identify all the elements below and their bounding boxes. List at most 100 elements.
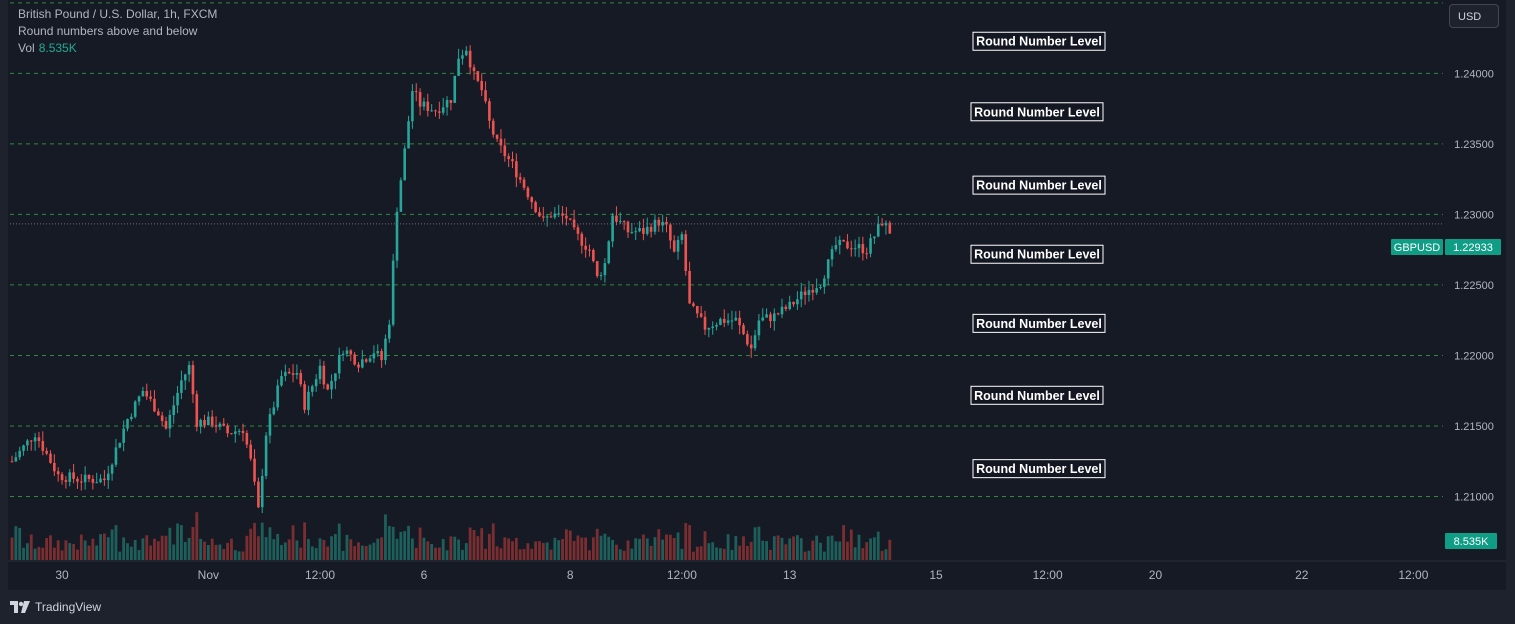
- candle-body: [607, 241, 611, 264]
- candle-body: [388, 324, 391, 339]
- volume-bar: [203, 541, 206, 560]
- volume-bar: [603, 533, 607, 560]
- round-level-label-box-6: [970, 385, 1104, 405]
- candle-body: [484, 90, 487, 102]
- candle-body: [214, 425, 218, 427]
- chart-frame[interactable]: Round Number Level Round Number Level Roun…: [8, 0, 1506, 590]
- volume-bar: [649, 545, 653, 560]
- volume-bar: [888, 539, 892, 560]
- volume-bar: [584, 537, 588, 560]
- price-axis: 1.24000 1.23500 1.23000 1.22500 1.22000 1.215…: [1454, 68, 1494, 503]
- candle-body: [199, 419, 202, 427]
- volume-bar: [241, 551, 245, 560]
- volume-bar: [630, 548, 634, 560]
- time-tick-1: Nov: [198, 568, 219, 582]
- volume-bar: [364, 546, 368, 560]
- volume-bar: [95, 545, 99, 560]
- candle-body: [361, 359, 364, 368]
- volume-bar: [187, 537, 191, 560]
- candle-body: [476, 71, 480, 81]
- candlestick-chart[interactable]: Round Number Level Round Number Level Roun…: [8, 0, 1506, 590]
- candle-body: [353, 354, 356, 365]
- volume-bar: [745, 546, 749, 560]
- round-level-label-box-7: [972, 459, 1106, 479]
- volume-bar: [129, 546, 133, 560]
- candle-body: [545, 216, 549, 218]
- candle-body: [422, 101, 426, 107]
- round-level-label-4: Round Number Level: [974, 248, 1100, 262]
- volume-bar: [426, 541, 430, 560]
- round-level-label-box-4: [970, 244, 1104, 264]
- candle-body: [14, 457, 18, 462]
- candle-body: [180, 380, 183, 393]
- volume-bar: [695, 546, 699, 560]
- volume-bar: [792, 536, 795, 560]
- indicator-name[interactable]: Round numbers above and below: [18, 24, 198, 38]
- volume-bar: [37, 546, 41, 560]
- round-level-label-5: Round Number Level: [976, 317, 1102, 331]
- candle-body: [141, 390, 145, 397]
- volume-bar: [387, 525, 391, 560]
- time-tick-2: 12:00: [305, 568, 335, 582]
- tradingview-logo[interactable]: TradingView: [10, 598, 101, 616]
- volume-bar: [384, 514, 387, 560]
- volume-bar: [545, 542, 549, 560]
- candle-body: [26, 440, 29, 446]
- candle-body: [168, 414, 172, 429]
- volume-bar: [33, 548, 37, 560]
- volume-bar: [237, 551, 241, 560]
- candle-body: [257, 481, 260, 508]
- volume-bar: [45, 538, 49, 560]
- volume-bar: [730, 549, 734, 560]
- candle-body: [126, 419, 129, 429]
- candle-body: [711, 326, 714, 328]
- candle-body: [638, 227, 641, 232]
- volume-bar: [657, 529, 661, 560]
- candle-body: [757, 320, 761, 336]
- currency-button[interactable]: USD: [1449, 4, 1499, 28]
- symbol-title[interactable]: British Pound / U.S. Dollar, 1h, FXCM: [18, 7, 218, 21]
- candle-body: [811, 289, 815, 293]
- candle-body: [95, 482, 98, 484]
- volume-bar: [819, 542, 822, 560]
- volume-bar: [380, 537, 383, 560]
- round-level-label-box-1: [972, 31, 1106, 51]
- volume-bar: [719, 548, 722, 560]
- candle-body: [222, 423, 226, 426]
- volume-bar: [287, 539, 291, 560]
- candle-body: [749, 344, 753, 349]
- volume-bar: [753, 527, 757, 560]
- candle-body: [703, 316, 707, 330]
- volume-bar: [788, 538, 792, 560]
- candle-body: [842, 239, 845, 242]
- candle-body: [853, 248, 857, 250]
- candle-body: [372, 353, 376, 359]
- volume-bar: [303, 522, 306, 560]
- candle-body: [280, 375, 283, 386]
- volume-bar: [210, 538, 214, 560]
- candle-body: [318, 365, 322, 380]
- volume-bar: [222, 549, 226, 560]
- volume-bar: [514, 537, 518, 560]
- candle-body: [133, 401, 137, 417]
- candle-body: [403, 148, 406, 181]
- volume-bar: [10, 537, 14, 560]
- volume-bar: [114, 525, 118, 560]
- volume-bar: [549, 549, 553, 560]
- round-level-label-2: Round Number Level: [974, 105, 1100, 119]
- candle-body: [769, 314, 772, 322]
- volume-bar: [534, 541, 537, 560]
- volume-bars: [10, 512, 892, 560]
- volume-bar: [726, 534, 730, 560]
- volume-bar: [18, 527, 22, 560]
- candle-body: [722, 318, 726, 323]
- candle-body: [411, 91, 414, 122]
- volume-bar: [280, 544, 283, 560]
- candle-body: [823, 278, 826, 287]
- volume-bar: [168, 527, 172, 560]
- candle-body: [884, 222, 888, 226]
- volume-bar: [699, 546, 703, 560]
- candle-body: [226, 425, 229, 434]
- volume-bar: [715, 547, 718, 560]
- candle-body: [234, 431, 237, 434]
